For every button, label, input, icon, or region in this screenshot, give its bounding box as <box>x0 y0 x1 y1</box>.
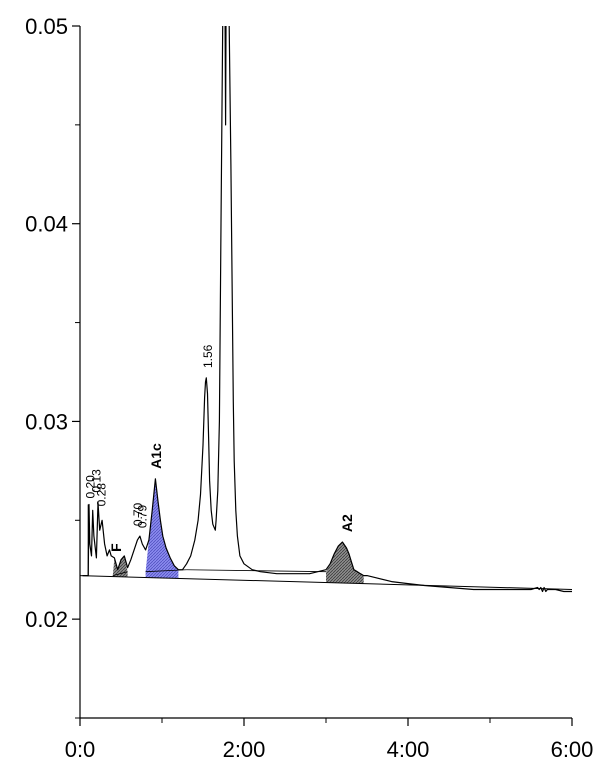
peak-label: F <box>108 543 124 552</box>
x-tick-label: 4:00 <box>387 737 430 762</box>
shaded-peak-0 <box>145 478 179 579</box>
y-tick-label: 0.05 <box>25 14 68 39</box>
y-tick-label: 0.02 <box>25 607 68 632</box>
peak-label: 0.28 <box>94 483 108 507</box>
trace-lines <box>80 26 572 593</box>
peak-label: A1c <box>148 443 164 469</box>
x-tick-label: 2:00 <box>223 737 266 762</box>
peak-baseline-0 <box>112 571 128 577</box>
baseline <box>80 575 572 590</box>
peak-label: 0.79 <box>135 504 149 528</box>
ticks: 0.02 0.03 0.04 0.05 0:0 2:00 4:00 6:00 <box>25 14 593 762</box>
shaded-peak-2 <box>112 555 128 577</box>
peak-labels: 0.200.130.28 F 0.700.79 A1c 1.56 A2 <box>84 344 355 552</box>
shaded-peak-1 <box>326 542 364 584</box>
axes <box>79 26 572 719</box>
x-tick-label: 0:0 <box>65 737 96 762</box>
peak-label: A2 <box>339 514 355 532</box>
y-tick-label: 0.04 <box>25 212 68 237</box>
peak-label: 0.70 <box>131 502 145 526</box>
y-tick-label: 0.03 <box>25 409 68 434</box>
peak-label: 0.13 <box>89 469 103 493</box>
trace-line-0 <box>82 26 572 593</box>
peak-label: 1.56 <box>201 344 215 368</box>
x-tick-label: 6:00 <box>551 737 594 762</box>
peak-label: 0.20 <box>84 475 98 499</box>
